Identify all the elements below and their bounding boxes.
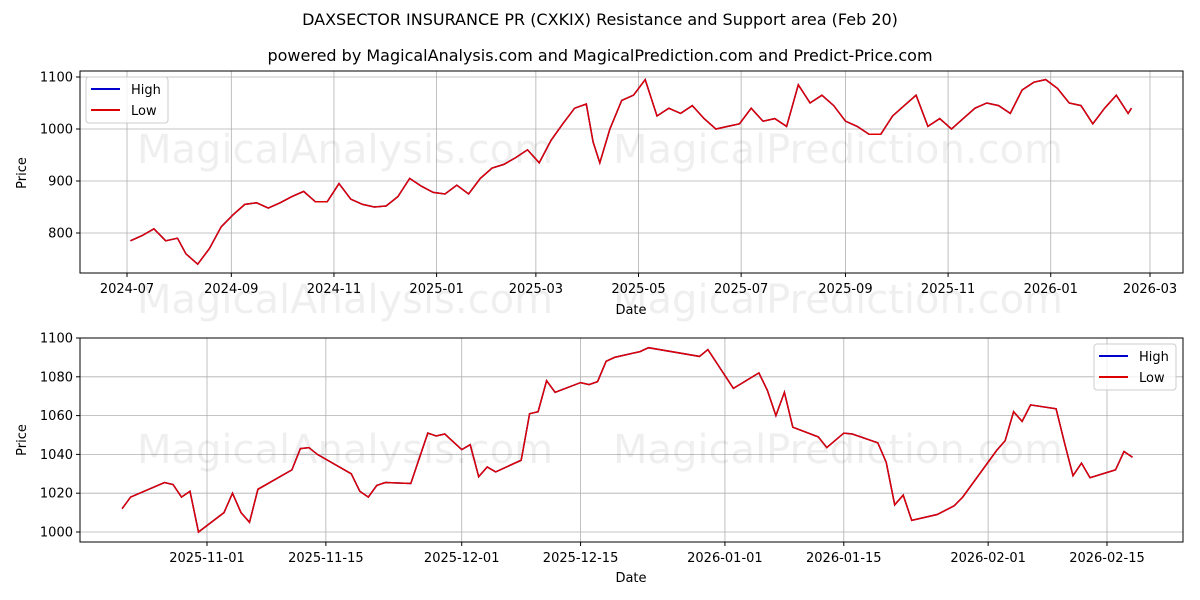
svg-text:2024-09: 2024-09 [204,282,258,297]
bottom-xlabel: Date [615,571,646,586]
chart-title: DAXSECTOR INSURANCE PR (CXKIX) Resistanc… [302,10,898,29]
svg-text:900: 900 [48,175,73,190]
bottom-low-line [121,346,1133,534]
svg-text:1020: 1020 [40,487,73,502]
watermark-top-left: MagicalAnalysis.com [137,127,553,173]
bottom-axes-frame [79,337,1184,543]
legend-low-label: Low [131,104,157,119]
svg-text:2024-11: 2024-11 [307,282,361,297]
bottom-ylabel: Price [15,424,30,456]
chart-subtitle: powered by MagicalAnalysis.com and Magic… [267,46,933,65]
legend-low-label: Low [1139,371,1165,386]
watermark-bottom-right: MagicalPrediction.com [613,427,1063,473]
svg-text:2025-07: 2025-07 [714,282,768,297]
svg-text:1040: 1040 [40,448,73,463]
svg-text:2026-02-15: 2026-02-15 [1069,551,1145,566]
svg-text:2025-03: 2025-03 [509,282,563,297]
svg-text:2026-01: 2026-01 [1024,282,1078,297]
top-ticks: 800 900 1000 1100 2024-07 2024-09 2024-11 2025-… [40,71,1177,298]
svg-text:1100: 1100 [40,332,73,347]
svg-text:2024-07: 2024-07 [100,282,154,297]
watermark-mid-right: MagicalPrediction.com [613,277,1063,323]
svg-text:2026-03: 2026-03 [1123,282,1177,297]
top-axes-frame [79,70,1184,274]
svg-text:2026-01-15: 2026-01-15 [806,551,882,566]
top-low-line [130,77,1133,266]
svg-text:2025-12-15: 2025-12-15 [543,551,619,566]
legend-high-label: High [1139,350,1169,365]
svg-text:1080: 1080 [40,370,73,385]
top-grid [80,71,1183,273]
svg-text:2026-02-01: 2026-02-01 [950,551,1026,566]
svg-text:1100: 1100 [40,71,73,86]
svg-text:2025-11-01: 2025-11-01 [169,551,245,566]
svg-text:1000: 1000 [40,123,73,138]
top-chart: MagicalAnalysis.com MagicalPrediction.co… [15,70,1184,323]
top-xlabel: Date [615,303,646,318]
svg-text:2025-01: 2025-01 [409,282,463,297]
svg-text:1000: 1000 [40,526,73,541]
svg-text:2025-09: 2025-09 [818,282,872,297]
svg-text:800: 800 [48,227,73,242]
svg-text:1060: 1060 [40,409,73,424]
svg-text:2025-11-15: 2025-11-15 [288,551,364,566]
svg-text:2025-05: 2025-05 [611,282,665,297]
legend-high-label: High [131,83,161,98]
top-legend: High Low [85,76,169,124]
bottom-legend: High Low [1093,343,1177,391]
bottom-chart: MagicalAnalysis.com MagicalPrediction.co… [15,332,1184,586]
svg-text:2026-01-01: 2026-01-01 [687,551,763,566]
bottom-ticks: 1000 1020 1040 1060 1080 1100 2025-11-01 2025-1… [40,332,1145,567]
svg-text:2025-12-01: 2025-12-01 [424,551,500,566]
watermark-bottom-left: MagicalAnalysis.com [137,427,553,473]
svg-text:2025-11: 2025-11 [921,282,975,297]
top-ylabel: Price [15,157,30,189]
watermark-top-right: MagicalPrediction.com [613,127,1063,173]
watermark-mid-left: MagicalAnalysis.com [137,277,553,323]
